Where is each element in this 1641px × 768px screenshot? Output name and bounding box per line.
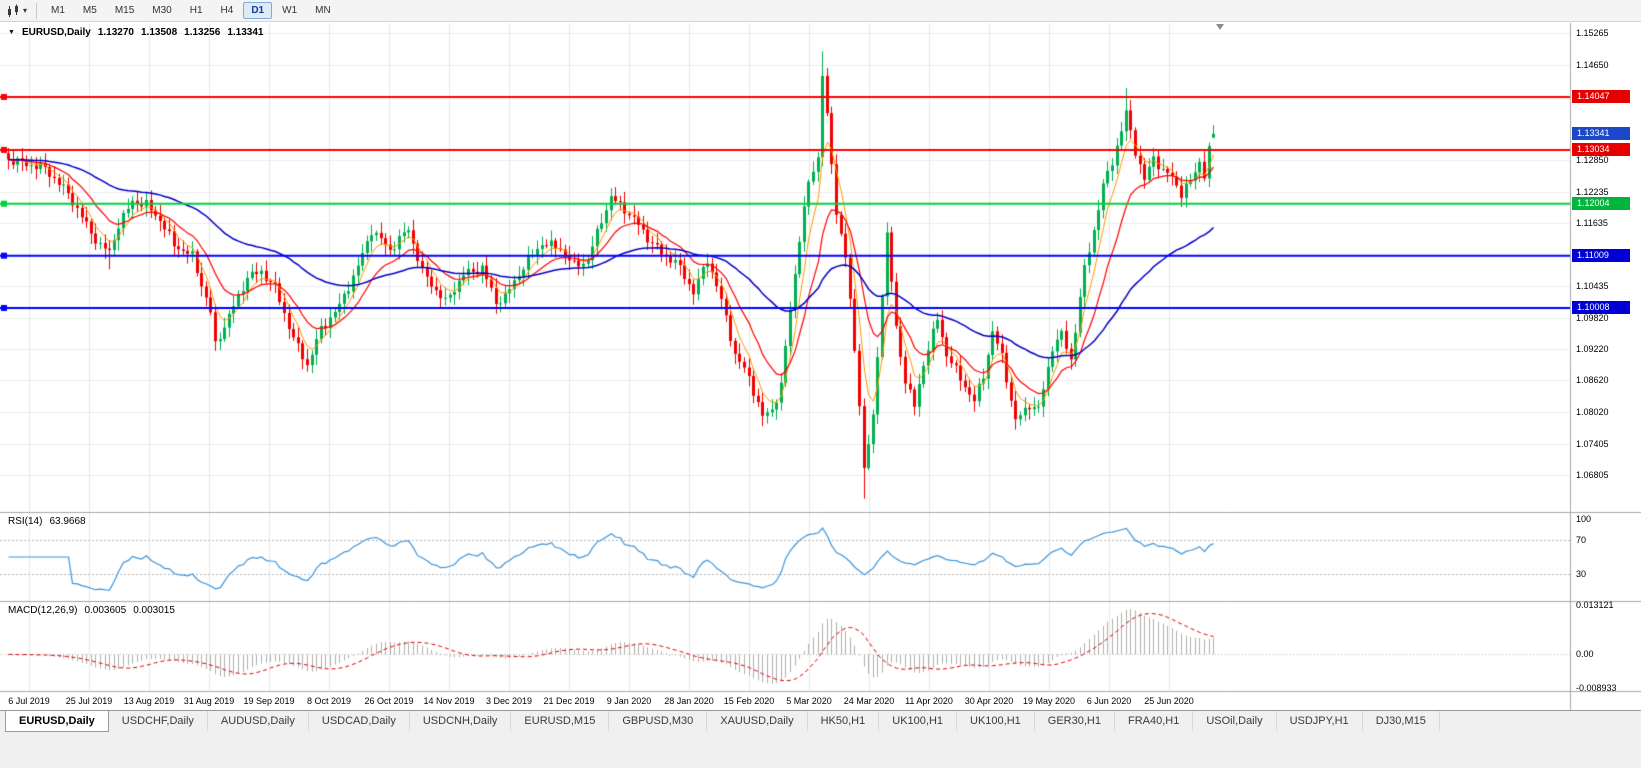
chart-tab[interactable]: AUDUSD,Daily [208,711,309,731]
expand-triangle-icon[interactable]: ▼ [8,29,15,36]
chart-tab[interactable]: UK100,H1 [879,711,958,731]
rsi-value: 63.9668 [49,516,86,527]
rsi-name: RSI(14) [8,516,43,527]
chart-tab[interactable]: HK50,H1 [808,711,880,731]
chart-tab[interactable]: USDCAD,Daily [309,711,410,731]
toolbar-separator [36,2,38,19]
chart-tab[interactable]: EURUSD,M15 [511,711,610,731]
chart-tab[interactable]: USDCNH,Daily [410,711,512,731]
chart-tab[interactable]: EURUSD,Daily [5,711,109,732]
chart-tab[interactable]: USDJPY,H1 [1277,711,1363,731]
ohlc-high: 1.13508 [141,27,178,38]
timeframe-button-m1[interactable]: M1 [51,5,65,16]
dropdown-caret-icon[interactable]: ▾ [23,6,28,15]
chart-tabs-bar: EURUSD,Daily USDCHF,Daily AUDUSD,Daily USDC… [0,710,1641,768]
chart-symbol-period: EURUSD,Daily [21,27,91,38]
macd-main-value: 0.003605 [84,605,127,616]
chart-tab[interactable]: USDCHF,Daily [109,711,208,731]
chart-tab[interactable]: GER30,H1 [1035,711,1115,731]
macd-name: MACD(12,26,9) [8,605,78,616]
top-toolbar: ▾ M1 M5 M15 M30 H1 H4 D1 W1 MN [0,0,1641,22]
macd-signal-value: 0.003015 [133,605,175,616]
chart-tab[interactable]: USOil,Daily [1193,711,1277,731]
chart-tab[interactable]: GBPUSD,M30 [609,711,708,731]
timeframe-button-h1[interactable]: H1 [189,5,203,16]
macd-indicator-label: MACD(12,26,9) 0.003605 0.003015 [8,605,175,616]
symbol-ohlc-header: ▼ EURUSD,Daily 1.13270 1.13508 1.13256 1… [8,27,263,38]
timeframe-button-m15[interactable]: M15 [114,5,135,16]
chart-tab[interactable]: DJ30,M15 [1363,711,1440,731]
timeframe-toolbar: M1 M5 M15 M30 H1 H4 D1 W1 MN [42,2,340,19]
chart-tab[interactable]: UK100,H1 [957,711,1035,731]
timeframe-button-h4[interactable]: H4 [220,5,234,16]
ohlc-low: 1.13256 [184,27,221,38]
timeframe-button-w1[interactable]: W1 [282,5,298,16]
chart-shift-marker[interactable] [1216,24,1224,30]
timeframe-button-mn[interactable]: MN [315,5,331,16]
timeframe-button-m30[interactable]: M30 [152,5,172,16]
rsi-indicator-label: RSI(14) 63.9668 [8,516,86,527]
chart-tab[interactable]: XAUUSD,Daily [707,711,808,731]
ohlc-close: 1.13341 [227,27,264,38]
chart-window-icon[interactable] [6,4,21,18]
timeframe-button-d1[interactable]: D1 [243,2,273,19]
timeframe-button-m5[interactable]: M5 [82,5,97,16]
ohlc-open: 1.13270 [97,27,134,38]
chart-tab[interactable]: FRA40,H1 [1115,711,1194,731]
